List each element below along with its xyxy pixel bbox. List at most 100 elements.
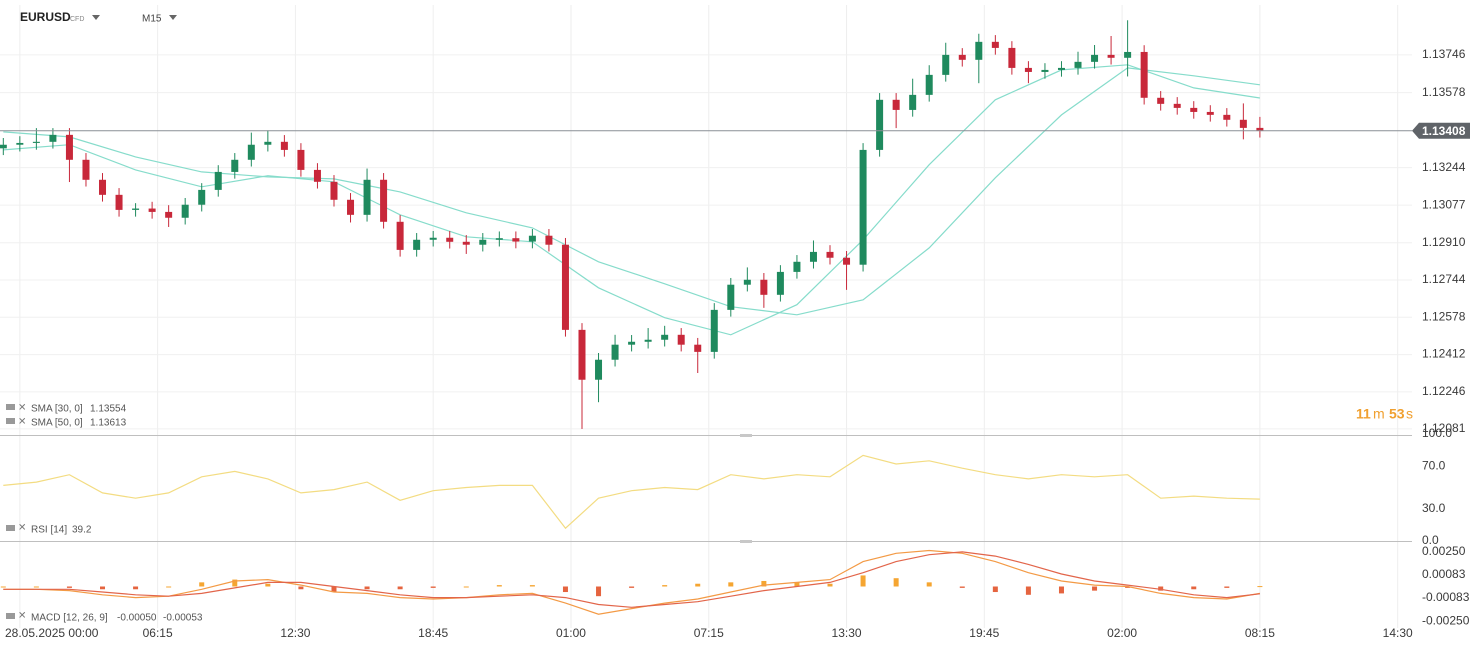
x-tick-label: 13:30	[832, 626, 862, 640]
indicator-value: 1.13613	[90, 418, 127, 429]
y-tick-label: -0.00250	[1422, 613, 1470, 627]
settings-icon[interactable]	[6, 613, 15, 619]
y-tick-label: 100.0	[1422, 426, 1452, 440]
histogram-bar	[529, 585, 535, 587]
current-price-label: 1.13408	[1422, 124, 1466, 138]
histogram-bar	[1158, 586, 1164, 591]
histogram-bar	[562, 586, 568, 593]
candle-body	[1223, 114, 1231, 120]
x-tick-label: 08:15	[1245, 626, 1275, 640]
remove-icon[interactable]: ✕	[18, 417, 26, 428]
candle-body	[528, 235, 536, 242]
candle-body	[65, 134, 73, 160]
candle-body	[545, 235, 553, 245]
settings-icon[interactable]	[6, 418, 15, 424]
histogram-bar	[463, 586, 469, 588]
candle-body	[330, 181, 338, 200]
candle-body	[876, 99, 884, 150]
histogram-bar	[1058, 586, 1064, 594]
y-tick-label: 30.0	[1422, 501, 1446, 515]
x-tick-label: 06:15	[143, 626, 173, 640]
candle-body	[727, 284, 735, 310]
candle-body	[181, 204, 189, 218]
candle-body	[413, 239, 421, 250]
candle-body	[165, 211, 173, 218]
labels: 28.05.2025 00:00 06:15 12:30 18:45 01:00 07:1…	[5, 47, 1470, 640]
indicator-line	[3, 549, 1261, 615]
histogram-bar	[728, 582, 734, 587]
indicator-value: -0.00053	[163, 613, 203, 624]
countdown-minutes: 11	[1356, 406, 1371, 422]
histogram-bar	[860, 575, 866, 587]
y-tick-label: 70.0	[1422, 458, 1446, 472]
y-tick-label: 1.12578	[1422, 309, 1466, 323]
y-tick-label: 1.12744	[1422, 272, 1466, 286]
candle-body	[380, 179, 388, 222]
histogram-bar	[364, 586, 370, 590]
candle-body	[363, 179, 371, 215]
candle-body	[148, 208, 156, 212]
candle-body	[462, 241, 470, 245]
candle-countdown: 11 m 53 s	[1356, 406, 1413, 422]
remove-icon[interactable]: ✕	[18, 523, 26, 534]
candle-body	[280, 141, 288, 150]
x-tick-label: 07:15	[694, 626, 724, 640]
candle-body	[1041, 69, 1049, 72]
candle-body	[512, 238, 520, 242]
candle-body	[843, 257, 851, 265]
indicator-value: 39.2	[72, 525, 92, 536]
histogram-bar	[166, 586, 172, 588]
current-price-tag	[1412, 122, 1470, 139]
candle-body	[892, 99, 900, 110]
settings-icon[interactable]	[6, 404, 15, 410]
dropdown-caret[interactable]	[169, 15, 177, 20]
histogram-bar	[331, 586, 337, 593]
countdown-seconds: 53	[1389, 406, 1405, 422]
candle-body	[942, 54, 950, 75]
candle-body	[909, 94, 917, 110]
histogram-bar	[66, 586, 72, 588]
candle-body	[297, 149, 305, 170]
candle-body	[677, 334, 685, 345]
grid	[0, 5, 1412, 628]
candle-body	[214, 171, 222, 190]
candle-body	[115, 194, 123, 210]
candle-body	[99, 179, 107, 195]
x-tick-label: 12:30	[280, 626, 310, 640]
symbol[interactable]: EURUSD	[20, 10, 71, 24]
candle-body	[132, 208, 140, 210]
candle-body	[16, 142, 24, 145]
resize-handle[interactable]	[740, 540, 752, 543]
histogram-bar	[596, 586, 602, 597]
marks	[0, 20, 1412, 615]
histogram-bar	[1257, 586, 1263, 588]
candle-body	[347, 199, 355, 215]
indicator-line	[3, 67, 1260, 316]
candle-body	[49, 134, 57, 142]
histogram-bar	[1092, 586, 1098, 591]
x-tick-label: 18:45	[418, 626, 448, 640]
countdown-unit: m	[1373, 406, 1385, 422]
candle-body	[32, 141, 40, 143]
candle-body	[1173, 103, 1181, 108]
remove-icon[interactable]: ✕	[18, 611, 26, 622]
settings-icon[interactable]	[6, 525, 15, 531]
histogram-bar	[761, 580, 767, 587]
candle-body	[561, 244, 569, 330]
y-tick-label: 1.12246	[1422, 384, 1466, 398]
histogram-bar	[794, 582, 800, 587]
x-tick-label: 01:00	[556, 626, 586, 640]
toolbar: EURUSD CFD M15	[20, 10, 177, 25]
resize-handle[interactable]	[740, 434, 752, 437]
timeframe[interactable]: M15	[142, 14, 162, 25]
candle-body	[495, 238, 503, 240]
candle-body	[958, 54, 966, 60]
dropdown-caret[interactable]	[92, 15, 100, 20]
remove-icon[interactable]: ✕	[18, 403, 26, 414]
indicator-value: -0.00050	[117, 613, 157, 624]
indicator-name: RSI [14]	[31, 525, 67, 536]
candle-body	[313, 169, 321, 182]
y-tick-label: -0.00083	[1422, 590, 1470, 604]
indicator-line	[3, 64, 1260, 336]
